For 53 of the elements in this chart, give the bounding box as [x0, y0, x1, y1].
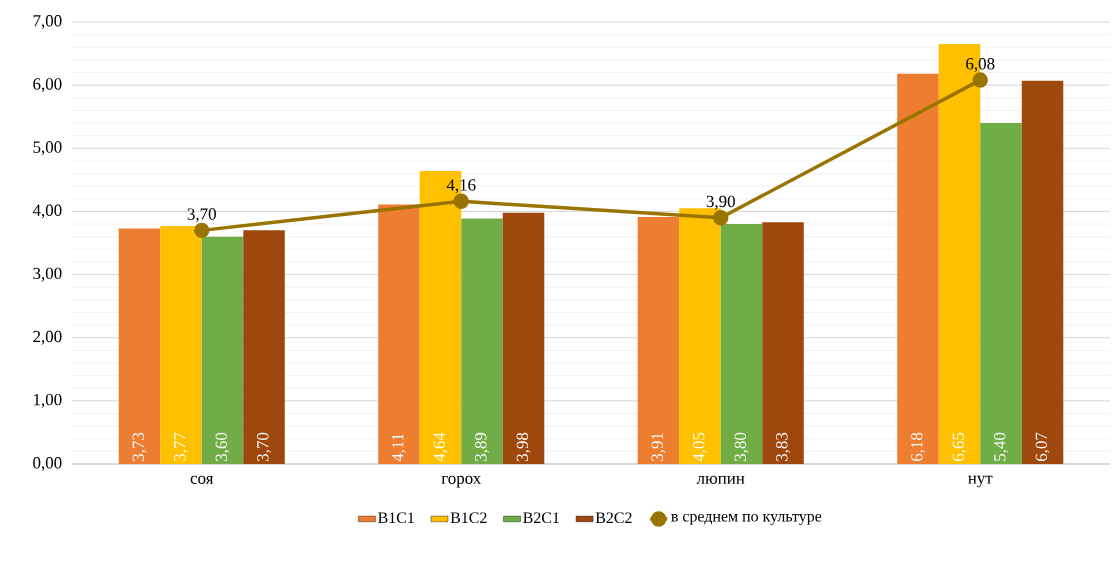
data-label: 4,11 — [392, 433, 406, 462]
data-label: 3,89 — [475, 432, 489, 461]
data-label: 4,05 — [693, 432, 707, 462]
bar — [201, 236, 244, 464]
data-label: 6,07 — [1035, 432, 1050, 462]
y-tick-label: 2,00 — [33, 330, 62, 345]
data-label: 3,70 — [187, 208, 216, 223]
y-tick-label: 3,00 — [33, 267, 62, 282]
bar — [160, 225, 202, 464]
data-label: 3,73 — [132, 432, 147, 461]
data-label: 3,98 — [516, 432, 531, 461]
legend-label: в среднем по культуре — [671, 513, 822, 525]
bar — [502, 212, 545, 464]
data-label: 3,80 — [734, 432, 749, 461]
y-tick-label: 4,00 — [32, 204, 62, 219]
data-label: 3,70 — [257, 432, 271, 461]
x-tick-label: горох — [441, 475, 482, 488]
point — [194, 222, 210, 239]
y-tick-label: 6,00 — [33, 78, 62, 93]
bar — [118, 228, 161, 464]
data-label: 3,83 — [776, 432, 790, 461]
data-label: 6,18 — [911, 432, 925, 462]
data-label: 5,40 — [994, 432, 1008, 461]
y-tick-label: 7,00 — [33, 15, 62, 29]
legend-label: B1C1 — [378, 512, 414, 524]
bar — [720, 224, 763, 464]
y-tick-label: 0,00 — [33, 457, 62, 471]
bar — [762, 222, 804, 464]
data-label: 6,65 — [952, 432, 967, 462]
bar — [637, 217, 680, 464]
bar — [461, 218, 503, 464]
x-tick-label: соя — [190, 475, 214, 484]
data-label: 3,77 — [174, 432, 188, 461]
bar — [1021, 80, 1064, 464]
bar — [679, 208, 721, 464]
y-tick-label: 5,00 — [33, 141, 62, 156]
legend-label: B2C2 — [595, 512, 632, 524]
x-tick-label: нут — [968, 475, 993, 488]
data-label: 4,64 — [433, 432, 448, 462]
data-label: 3,60 — [215, 432, 230, 461]
legend-label: B2C1 — [523, 512, 559, 524]
data-label: 3,91 — [651, 433, 666, 461]
point — [713, 210, 729, 226]
legend-label: B1C2 — [450, 512, 487, 524]
bar — [897, 73, 939, 464]
bar — [980, 123, 1022, 464]
data-label: 3,90 — [706, 195, 735, 210]
bar — [243, 230, 285, 464]
point — [972, 72, 988, 88]
bar — [378, 204, 420, 464]
x-tick-label: люпин — [696, 475, 745, 484]
point — [453, 193, 469, 210]
y-tick-label: 1,00 — [34, 393, 62, 408]
